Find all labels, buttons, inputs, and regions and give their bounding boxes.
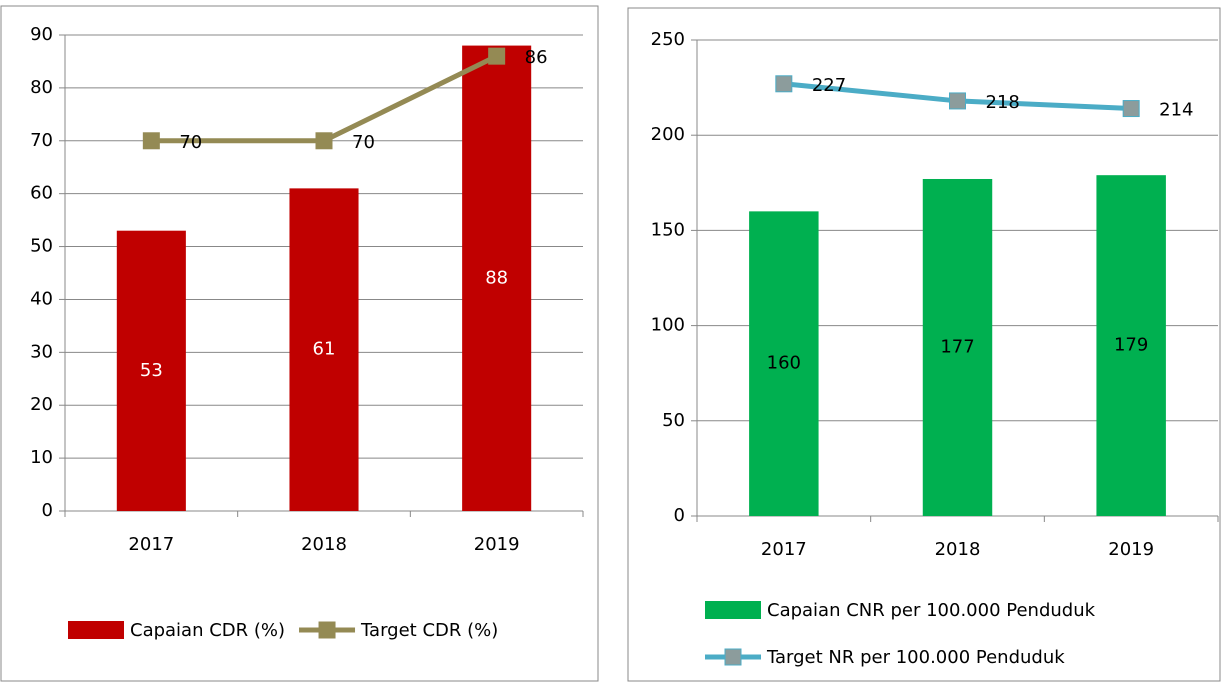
x-tick-label: 2019: [1108, 539, 1154, 560]
marker: [315, 132, 333, 150]
y-tick-label: 100: [651, 315, 685, 336]
legend-swatch: [705, 601, 761, 619]
bar: [1096, 175, 1166, 516]
legend-label: Target CDR (%): [360, 620, 498, 641]
bar: [116, 230, 186, 511]
x-tick-label: 2018: [935, 539, 981, 560]
bar: [289, 188, 359, 511]
y-tick-label: 0: [42, 500, 53, 521]
x-tick-label: 2017: [761, 539, 807, 560]
y-tick-label: 0: [674, 505, 685, 526]
marker: [949, 92, 966, 110]
marker: [488, 47, 506, 65]
data-label: 160: [767, 353, 801, 374]
y-tick-label: 150: [651, 219, 685, 240]
y-tick-label: 250: [651, 29, 685, 50]
x-tick-label: 2019: [474, 534, 520, 555]
data-label: 177: [940, 336, 974, 357]
y-tick-label: 50: [662, 410, 685, 431]
legend-label: Capaian CNR per 100.000 Penduduk: [767, 600, 1096, 621]
x-tick-label: 2017: [128, 534, 174, 555]
data-label: 70: [179, 132, 202, 153]
data-label: 53: [140, 360, 163, 381]
bar: [749, 211, 819, 517]
y-tick-label: 60: [30, 183, 53, 204]
y-tick-label: 10: [30, 447, 53, 468]
y-tick-label: 90: [30, 24, 53, 45]
legend-swatch: [68, 621, 124, 639]
legend-label: Capaian CDR (%): [130, 620, 285, 641]
y-tick-label: 50: [30, 236, 53, 257]
y-tick-label: 30: [30, 341, 53, 362]
legend-label: Target NR per 100.000 Penduduk: [766, 647, 1065, 668]
y-tick-label: 20: [30, 394, 53, 415]
legend-marker: [724, 648, 742, 666]
marker: [1122, 100, 1140, 118]
marker: [142, 132, 160, 150]
x-tick-label: 2018: [301, 534, 347, 555]
data-label: 227: [812, 75, 846, 96]
data-label: 218: [986, 92, 1020, 113]
y-tick-label: 70: [30, 130, 53, 151]
y-tick-label: 40: [30, 288, 53, 309]
data-label: 61: [313, 339, 336, 360]
legend-marker: [318, 621, 336, 639]
y-tick-label: 200: [651, 124, 685, 145]
bar: [462, 45, 532, 511]
bar: [922, 178, 993, 516]
y-tick-label: 80: [30, 77, 53, 98]
data-label: 179: [1114, 335, 1148, 356]
marker: [775, 75, 793, 93]
data-label: 70: [352, 132, 375, 153]
data-label: 86: [525, 47, 548, 68]
data-label: 88: [485, 267, 508, 288]
data-label: 214: [1159, 100, 1193, 121]
